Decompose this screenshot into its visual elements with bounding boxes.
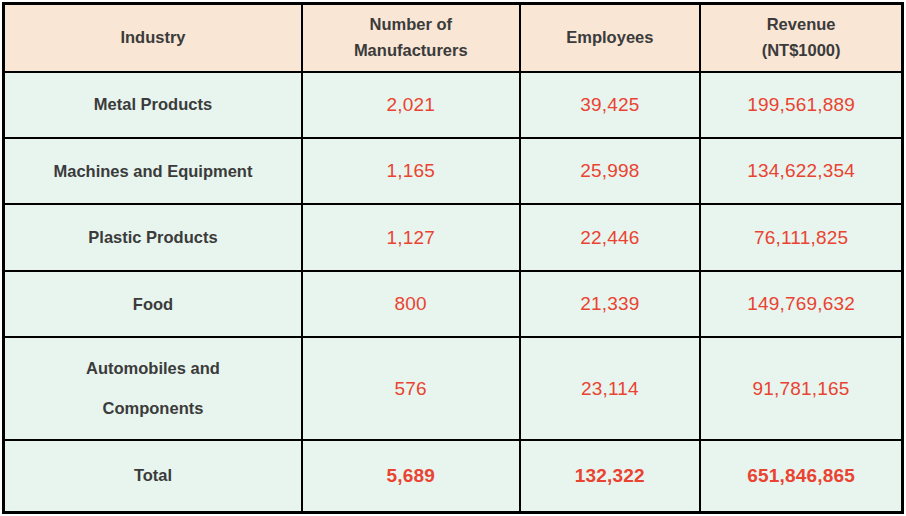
employees-cell: 22,446 [520, 204, 701, 270]
table-row: Machines and Equipment 1,165 25,998 134,… [4, 138, 903, 204]
employees-cell: 39,425 [520, 72, 701, 138]
manufacturers-cell: 1,165 [302, 138, 520, 204]
manufacturers-cell: 576 [302, 337, 520, 440]
total-row: Total 5,689 132,322 651,846,865 [4, 440, 903, 513]
total-label-cell: Total [4, 440, 302, 513]
table-row: Plastic Products 1,127 22,446 76,111,825 [4, 204, 903, 270]
industry-statistics-table: Industry Number of Manufacturers Employe… [2, 2, 904, 514]
revenue-cell: 149,769,632 [700, 271, 902, 337]
manufacturers-cell: 2,021 [302, 72, 520, 138]
industry-cell: Automobiles and Components [4, 337, 302, 440]
employees-cell: 25,998 [520, 138, 701, 204]
revenue-cell: 199,561,889 [700, 72, 902, 138]
industry-cell: Machines and Equipment [4, 138, 302, 204]
manufacturers-cell: 800 [302, 271, 520, 337]
total-employees-cell: 132,322 [520, 440, 701, 513]
header-row: Industry Number of Manufacturers Employe… [4, 4, 903, 72]
revenue-cell: 76,111,825 [700, 204, 902, 270]
total-revenue-cell: 651,846,865 [700, 440, 902, 513]
column-header-industry: Industry [4, 4, 302, 72]
revenue-cell: 134,622,354 [700, 138, 902, 204]
industry-cell: Plastic Products [4, 204, 302, 270]
manufacturers-cell: 1,127 [302, 204, 520, 270]
industry-cell: Metal Products [4, 72, 302, 138]
table-row: Food 800 21,339 149,769,632 [4, 271, 903, 337]
industry-cell: Food [4, 271, 302, 337]
table-row: Metal Products 2,021 39,425 199,561,889 [4, 72, 903, 138]
revenue-cell: 91,781,165 [700, 337, 902, 440]
total-manufacturers-cell: 5,689 [302, 440, 520, 513]
column-header-employees: Employees [520, 4, 701, 72]
column-header-revenue: Revenue (NT$1000) [700, 4, 902, 72]
employees-cell: 23,114 [520, 337, 701, 440]
column-header-manufacturers: Number of Manufacturers [302, 4, 520, 72]
table-row: Automobiles and Components 576 23,114 91… [4, 337, 903, 440]
page: Industry Number of Manufacturers Employe… [0, 0, 906, 516]
employees-cell: 21,339 [520, 271, 701, 337]
